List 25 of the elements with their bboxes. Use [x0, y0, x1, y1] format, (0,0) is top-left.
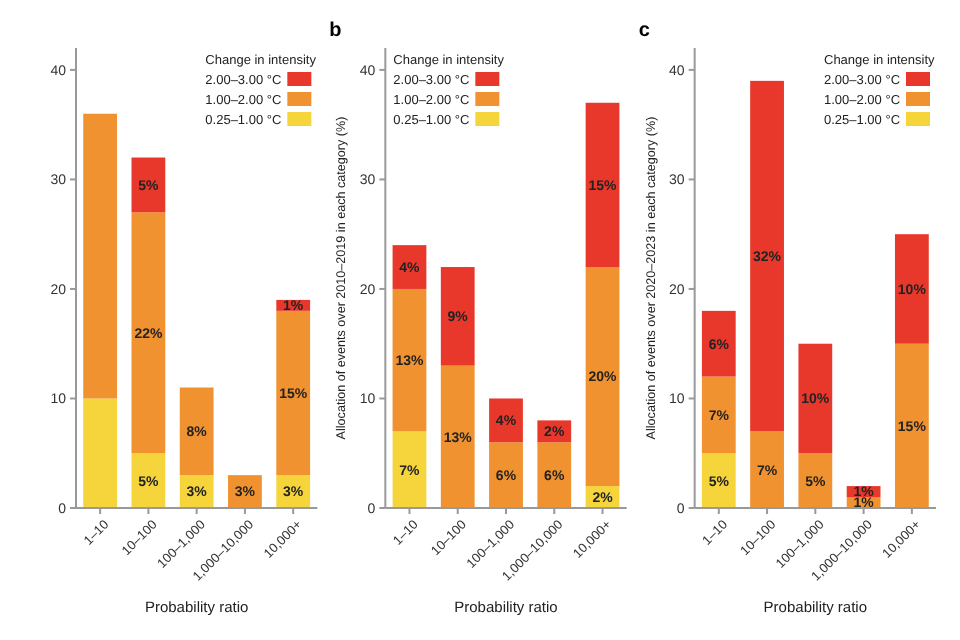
bar [798, 343, 833, 454]
bar [894, 343, 929, 508]
bar [131, 212, 166, 454]
bar [392, 431, 427, 508]
bar [392, 288, 427, 432]
bar [276, 310, 311, 476]
bar [83, 113, 118, 399]
bar [440, 365, 475, 508]
bar [701, 310, 736, 377]
bar [489, 442, 523, 508]
bar [750, 431, 784, 508]
bar [179, 387, 214, 476]
bar [798, 453, 833, 508]
bar [83, 398, 118, 508]
bar [750, 80, 784, 432]
bar [894, 234, 929, 344]
bar [489, 398, 523, 443]
bar [440, 267, 475, 366]
bar [537, 442, 572, 508]
bar [701, 453, 736, 508]
bar [585, 267, 620, 487]
chart-title: b [329, 20, 342, 42]
chart-title: c [638, 20, 651, 42]
bar [585, 102, 620, 268]
bar [701, 376, 736, 454]
